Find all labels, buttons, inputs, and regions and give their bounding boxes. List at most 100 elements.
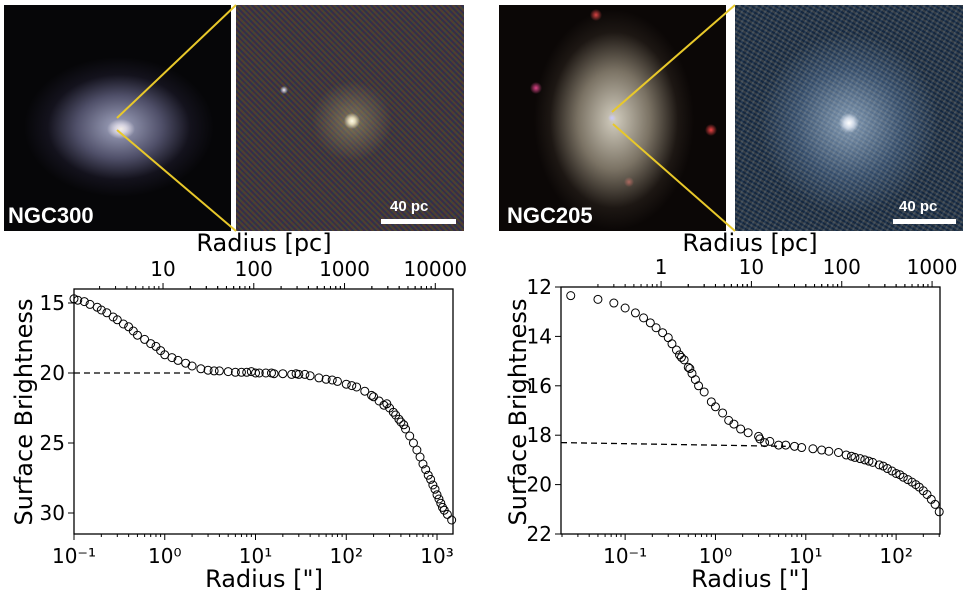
- top-x-axis-label: Radius [pc]: [682, 229, 817, 257]
- galaxy-label: NGC300: [8, 203, 94, 228]
- y-tick-label: 25: [40, 431, 65, 455]
- plot-frame: [560, 286, 941, 535]
- data-point: [426, 474, 436, 484]
- data-point: [367, 390, 377, 400]
- data-point: [79, 297, 89, 307]
- y-tick-label: 14: [527, 324, 552, 348]
- data-point: [868, 457, 878, 467]
- data-point: [687, 368, 697, 378]
- data-point: [781, 440, 791, 450]
- top-x-tick-label: 1: [655, 255, 668, 279]
- data-point: [679, 355, 689, 365]
- data-point: [651, 323, 661, 333]
- data-point: [300, 369, 310, 379]
- y-tick-label: 22: [527, 522, 552, 546]
- data-point: [694, 381, 704, 391]
- x-tick-label: 10¹: [239, 544, 272, 568]
- top-x-tick-label: 10: [150, 257, 175, 281]
- data-point: [639, 313, 649, 323]
- data-point: [173, 355, 183, 365]
- scale-bar-label: 40 pc: [390, 198, 429, 215]
- data-point: [140, 334, 150, 344]
- data-point: [699, 387, 709, 397]
- data-point: [401, 424, 411, 434]
- data-point: [736, 424, 746, 434]
- data-point: [718, 408, 728, 418]
- top-x-tick-label: 1000: [907, 255, 958, 279]
- data-point: [790, 441, 800, 451]
- data-point: [146, 339, 156, 349]
- ngc205-wide-image: NGC205: [499, 5, 726, 231]
- y-tick-label: 30: [40, 501, 65, 525]
- data-point: [405, 431, 415, 441]
- data-point: [341, 379, 351, 389]
- data-point: [321, 374, 331, 384]
- data-point: [447, 515, 457, 525]
- data-point: [620, 303, 630, 313]
- data-point: [754, 431, 764, 441]
- data-point: [710, 402, 720, 412]
- y-tick-label: 18: [527, 423, 552, 447]
- data-point: [630, 308, 640, 318]
- data-point: [388, 407, 398, 417]
- dashed-fit-line: [560, 441, 786, 447]
- data-point: [667, 339, 677, 349]
- data-point: [230, 367, 240, 377]
- data-point: [898, 472, 908, 482]
- x-tick-label: 10²: [879, 544, 912, 568]
- scale-bar: [381, 219, 456, 224]
- y-tick-label: 12: [527, 275, 552, 299]
- data-point: [833, 447, 843, 457]
- data-point: [930, 499, 940, 509]
- x-tick-label: 10⁻¹: [52, 544, 96, 568]
- data-point: [428, 480, 438, 490]
- data-point: [287, 369, 297, 379]
- data-point: [729, 419, 739, 429]
- top-x-axis-label: Radius [pc]: [196, 229, 331, 257]
- ngc205-nucleus-zoom-image: 40 pc: [735, 5, 963, 231]
- data-point: [765, 436, 775, 446]
- top-x-tick-label: 1000: [319, 257, 370, 281]
- y-tick-label: 20: [527, 473, 552, 497]
- data-point: [774, 440, 784, 450]
- data-point: [864, 456, 874, 466]
- data-point: [817, 445, 827, 455]
- zoom-lines: [116, 4, 736, 232]
- data-point: [196, 364, 206, 374]
- zoom-connector-line: [116, 4, 237, 119]
- data-point: [118, 319, 128, 329]
- x-axis-label: Radius ["]: [691, 565, 809, 593]
- data-point: [278, 369, 288, 379]
- ngc300-profile-chart: Radius [pc] Radius ["] Surface Brightnes…: [10, 229, 467, 593]
- data-point: [394, 414, 404, 424]
- y-axis-label: Surface Brightness: [10, 299, 38, 526]
- data-point: [294, 369, 304, 379]
- data-point: [223, 367, 233, 377]
- data-point: [882, 464, 892, 474]
- x-tick-label: 10⁰: [148, 544, 181, 568]
- data-point: [874, 460, 884, 470]
- data-point: [421, 465, 431, 475]
- data-point: [645, 318, 655, 328]
- x-tick-label: 10²: [330, 544, 363, 568]
- y-tick-label: 16: [527, 374, 552, 398]
- data-point: [332, 376, 342, 386]
- data-point: [167, 353, 177, 363]
- data-point: [209, 366, 219, 376]
- data-point: [850, 452, 860, 462]
- data-point: [706, 397, 716, 407]
- data-point: [743, 428, 753, 438]
- data-point: [418, 459, 428, 469]
- data-point: [442, 509, 452, 519]
- x-axis-label: Radius ["]: [205, 565, 323, 593]
- data-point: [685, 364, 695, 374]
- data-point: [808, 444, 818, 454]
- data-point: [855, 454, 865, 464]
- data-point: [438, 502, 448, 512]
- zoom-connector-line: [612, 123, 736, 232]
- ngc205-profile-chart: Radius [pc] Radius ["] Surface Brightnes…: [504, 229, 958, 593]
- data-point: [269, 369, 279, 379]
- data-point: [860, 455, 870, 465]
- data-point: [432, 490, 442, 500]
- data-point: [408, 438, 418, 448]
